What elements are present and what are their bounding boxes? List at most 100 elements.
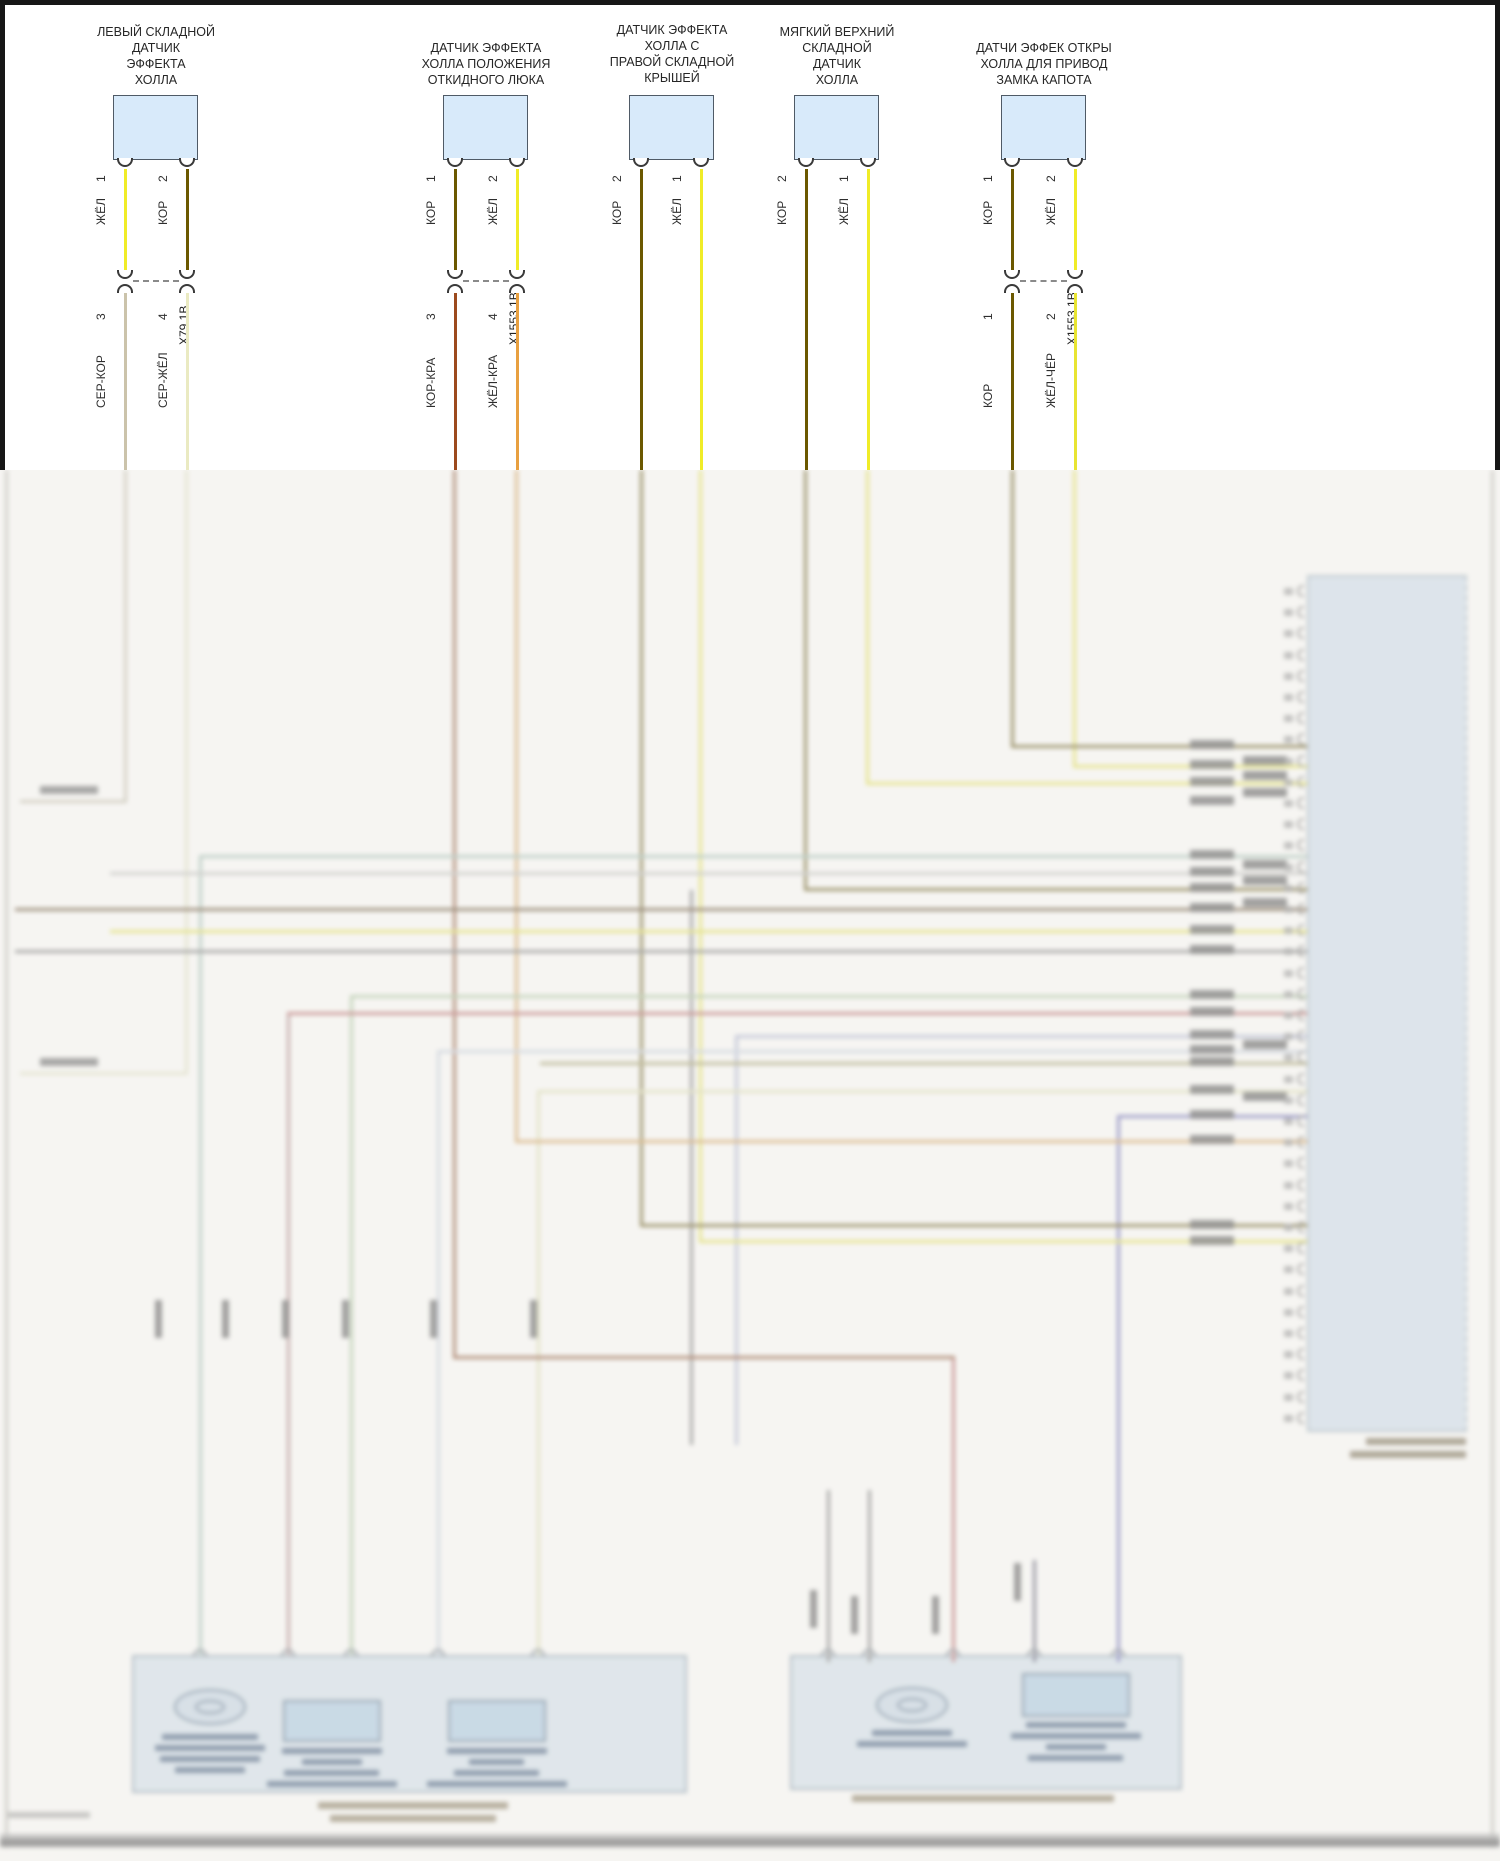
- wire-color-label: СЕР-ЖЁЛ: [156, 352, 170, 408]
- wire-segment: [804, 888, 1307, 891]
- connector-pin: [1297, 1221, 1304, 1233]
- wire-segment: [437, 1050, 440, 1655]
- blurred-text-line: [0, 1838, 1500, 1847]
- connector-pin-number: [1284, 757, 1293, 765]
- connector-pin-number: [1284, 588, 1293, 595]
- pin-arc: [798, 158, 814, 167]
- connector-pin-number: [1284, 1118, 1293, 1125]
- connector-pin-number: [1284, 1372, 1293, 1380]
- sensor-box: [794, 95, 879, 160]
- component-symbol: [897, 1698, 927, 1712]
- sensor-title: ДАТЧИК ЭФФЕКТА ХОЛЛА ПОЛОЖЕНИЯ ОТКИДНОГО…: [421, 41, 551, 87]
- blurred-lower-region: [0, 470, 1500, 1861]
- connector-pin-number: [1284, 969, 1293, 977]
- connector-pin-number: [1284, 672, 1293, 680]
- blurred-text-line: [155, 1745, 265, 1751]
- connector-pin: [1297, 669, 1304, 682]
- wire-label-smudge: [1190, 1220, 1234, 1229]
- connector-pin: [1297, 627, 1304, 640]
- blurred-text-line: [0, 1834, 1500, 1837]
- blurred-text-line: [1011, 1733, 1141, 1739]
- connector-pin: [1297, 818, 1304, 831]
- blurred-text-line: [330, 1815, 496, 1822]
- connector-pin: [1297, 839, 1304, 852]
- blurred-text-line: [852, 1795, 1114, 1802]
- connector-pin-number: [1284, 1139, 1293, 1147]
- page-border-top: [0, 0, 1500, 5]
- wire-segment: [867, 169, 870, 470]
- wire-segment: [1117, 1115, 1120, 1662]
- blurred-text-line: [1028, 1755, 1123, 1761]
- pin-number: 1: [94, 175, 108, 182]
- wire-color-label: ЖЁЛ-КРА: [486, 354, 500, 408]
- wire-segment: [700, 169, 703, 470]
- pin-arc: [1067, 158, 1083, 167]
- pin-number: 2: [156, 175, 170, 182]
- splice-arc: [1067, 270, 1083, 279]
- wire-segment: [1011, 470, 1014, 748]
- wire-segment: [952, 1356, 955, 1662]
- wire-segment: [185, 470, 188, 1074]
- splice-arc: [447, 270, 463, 279]
- connector-pin-number: [1284, 1287, 1293, 1295]
- connector-pin-number: [1284, 630, 1293, 638]
- wire-label-smudge: [1190, 990, 1234, 999]
- wire-label-smudge: [1243, 756, 1287, 765]
- connector-pin: [1297, 1030, 1304, 1043]
- vertical-label-smudge: [342, 1300, 349, 1338]
- wire-color-label: КОР: [775, 200, 789, 225]
- wire-segment: [15, 950, 1307, 953]
- connector-pin-number: [1284, 821, 1293, 829]
- wire-segment: [699, 1240, 1307, 1243]
- box-entry-arc: [821, 1649, 835, 1657]
- connector-pin-number: [1284, 1054, 1293, 1062]
- wire-segment: [437, 1050, 1307, 1053]
- connector-pin-number: [1284, 1181, 1293, 1189]
- wire-segment: [1033, 1560, 1036, 1662]
- blurred-text-line: [454, 1770, 539, 1776]
- wire-label-smudge: [1243, 898, 1287, 907]
- blurred-text-line: [302, 1759, 362, 1765]
- wire-label-smudge: [1190, 1236, 1234, 1245]
- connector-pin-number: [1284, 1393, 1293, 1401]
- wire-segment: [690, 890, 693, 1445]
- splice-arc: [117, 270, 133, 279]
- wire-segment: [20, 800, 127, 803]
- connector-pin-number: [1284, 1160, 1293, 1168]
- connector-pin: [1297, 1093, 1304, 1106]
- box-entry-arc: [946, 1649, 960, 1657]
- inner-box: [1022, 1673, 1130, 1717]
- blurred-text-line: [284, 1770, 379, 1776]
- connector-pin: [1297, 606, 1304, 619]
- wire-segment: [537, 1090, 540, 1655]
- splice-pin-number: 4: [156, 313, 170, 320]
- blurred-text-line: [1350, 1451, 1466, 1458]
- splice-arc: [1004, 284, 1020, 293]
- splice-dashed-link: [463, 280, 509, 282]
- connector-pin-number: [1284, 906, 1293, 913]
- blurred-text-line: [469, 1759, 524, 1765]
- wire-color-label: ЖЁЛ: [670, 198, 684, 225]
- pin-number: 1: [424, 175, 438, 182]
- connector-pin: [1297, 691, 1304, 703]
- pin-arc: [633, 158, 649, 167]
- splice-dashed-link: [133, 280, 179, 282]
- wire-label-smudge: [1190, 1057, 1234, 1066]
- connector-pin-number: [1284, 1075, 1293, 1083]
- connector-pin: [1297, 966, 1304, 979]
- blurred-text-line: [162, 1734, 258, 1740]
- connector-pin: [1297, 1284, 1304, 1297]
- connector-pin: [1297, 945, 1304, 958]
- connector-pin-number: [1284, 778, 1293, 786]
- vertical-label-smudge: [430, 1300, 437, 1338]
- blurred-text-line: [1046, 1744, 1106, 1750]
- wire-label-smudge: [1190, 760, 1234, 769]
- page-border-left: [0, 0, 5, 470]
- wire-segment: [866, 782, 1307, 785]
- connector-pin: [1297, 712, 1304, 725]
- wire-color-label: ЖЁЛ: [837, 198, 851, 225]
- wire-segment: [866, 470, 869, 785]
- wire-segment: [1074, 169, 1077, 272]
- connector-pin-number: [1284, 1096, 1293, 1104]
- wire-segment: [804, 470, 807, 891]
